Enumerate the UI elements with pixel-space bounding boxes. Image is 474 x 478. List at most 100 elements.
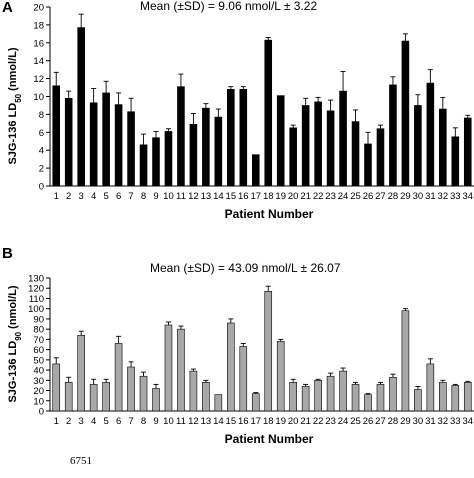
panel-b-x-tick-label: 32 [438, 416, 449, 427]
panel-a-x-tick-label: 20 [288, 191, 299, 202]
panel-b-x-tick-label: 13 [201, 416, 212, 427]
panel-b-y-tick-label: 110 [29, 294, 44, 305]
panel-a-bar [102, 92, 110, 187]
panel-a-bar [289, 127, 297, 187]
panel-a-x-tick-label: 34 [462, 191, 473, 202]
panel-b-mean-label: Mean (±SD) = 43.09 nmol/L ± 26.07 [150, 261, 341, 275]
panel-a-x-tick-label: 14 [213, 191, 224, 202]
panel-b-bar [64, 382, 73, 412]
panel-a-x-tick-label: 24 [338, 191, 349, 202]
panel-a-bar [89, 102, 98, 187]
panel-b-x-tick-label: 1 [54, 416, 59, 427]
panel-b-bar [314, 380, 322, 412]
panel-b-x-tick-label: 23 [325, 416, 336, 427]
panel-b-x-tick-label: 6 [116, 416, 121, 427]
panel-b-x-tick-label: 8 [141, 416, 146, 427]
panel-a-bar [214, 116, 223, 187]
panel-a-bar [139, 144, 148, 187]
panel-a-y-tick-label: 8 [39, 110, 44, 121]
panel-b-bar [276, 341, 285, 412]
panel-a-y-axis-label: SJG-136 LD50 (nmol/L) [7, 47, 23, 164]
panel-a-x-tick-label: 11 [176, 191, 186, 202]
panel-b-bar [214, 394, 223, 412]
panel-a-x-tick-label: 18 [263, 191, 274, 202]
panel-a-x-tick-label: 12 [188, 191, 199, 202]
panel-b-y-tick-label: 70 [33, 335, 44, 346]
panel-a-x-tick-label: 7 [128, 191, 133, 202]
panel-b-y-tick-label: 100 [28, 304, 44, 315]
panel-b-bar [139, 375, 148, 412]
panel-a-bar [276, 95, 285, 187]
panel-a-bar [264, 39, 273, 187]
panel-b-y-tick-label: 120 [28, 284, 44, 295]
panel-a-bar [376, 128, 385, 187]
panel-b-y-tick-label: 130 [28, 274, 44, 285]
panel-b-x-tick-label: 9 [153, 416, 158, 427]
panel-a-x-tick-label: 33 [450, 191, 461, 202]
panel-b-x-tick-label: 26 [363, 416, 374, 427]
panel-a-y-tick-label: 2 [39, 164, 44, 175]
panel-b-bar [401, 310, 410, 412]
panel-a-bar [177, 86, 185, 187]
panel-a-x-tick-label: 3 [79, 191, 84, 202]
panel-b-bar [127, 366, 135, 412]
panel-b-x-tick-label: 5 [103, 416, 108, 427]
panel-b-letter: B [2, 245, 13, 262]
panel-b-x-tick-label: 22 [313, 416, 324, 427]
panel-a-x-tick-label: 28 [388, 191, 399, 202]
panel-b-x-tick-label: 30 [413, 416, 424, 427]
panel-a-y-tick-label: 6 [39, 128, 44, 139]
panel-a-bar [439, 108, 447, 187]
panel-b-x-tick-label: 7 [128, 416, 133, 427]
panel-b-y-tick-label: 30 [33, 376, 44, 387]
panel-a-x-tick-label: 10 [163, 191, 174, 202]
panel-a-x-tick-label: 15 [226, 191, 237, 202]
panel-a-bar [314, 101, 322, 187]
panel-a-bar [164, 131, 173, 187]
panel-b-y-tick-label: 40 [33, 366, 44, 377]
panel-b-bar [326, 375, 335, 412]
panel-b-x-tick-label: 3 [79, 416, 84, 427]
panel-a-bar [351, 121, 360, 187]
panel-b-bar [77, 334, 85, 412]
panel-a-mean-label: Mean (±SD) = 9.06 nmol/L ± 3.22 [140, 0, 317, 13]
panel-a-x-tick-label: 2 [66, 191, 71, 202]
panel-b-bar [189, 370, 198, 412]
panel-a-x-tick-label: 31 [425, 191, 436, 202]
panel-b-bar [426, 363, 435, 412]
panel-b-x-tick-label: 24 [338, 416, 349, 427]
panel-a-y-tick-label: 16 [33, 38, 44, 49]
panel-a-bar [451, 136, 460, 187]
panel-a-x-tick-label: 9 [153, 191, 158, 202]
panel-b-bar [463, 382, 472, 412]
panel-a-bar [339, 90, 347, 187]
panel-b-x-tick-label: 25 [350, 416, 361, 427]
panel-b-x-tick-label: 34 [462, 416, 473, 427]
panel-b-bar [52, 363, 61, 412]
panel-b-bar [251, 393, 260, 412]
panel-a-x-tick-label: 19 [275, 191, 286, 202]
panel-b-x-axis-label: Patient Number [225, 432, 314, 446]
panel-a-x-tick-label: 26 [363, 191, 374, 202]
panel-a-y-tick-label: 0 [39, 182, 44, 193]
panel-b-x-tick-label: 4 [91, 416, 96, 427]
panel-b-x-tick-label: 19 [275, 416, 286, 427]
panel-a-x-tick-label: 30 [413, 191, 424, 202]
panel-b-x-tick-label: 20 [288, 416, 299, 427]
panel-b-bar [376, 384, 385, 412]
panel-b-x-tick-label: 17 [250, 416, 261, 427]
panel-b-bar [451, 385, 460, 412]
panel-a-y-tick-label: 18 [33, 20, 44, 31]
panel-a-bar [77, 27, 85, 187]
panel-a-x-tick-label: 32 [438, 191, 449, 202]
panel-b-bar [89, 384, 98, 412]
panel-a-x-tick-label: 22 [313, 191, 324, 202]
panel-b-bar [389, 376, 397, 412]
panel-a-bar [389, 84, 397, 187]
panel-a-x-tick-label: 29 [400, 191, 411, 202]
panel-a-y-tick-label: 20 [33, 3, 44, 14]
panel-b-bar [351, 384, 360, 412]
panel-a-bar [52, 85, 61, 187]
panel-a-bar [227, 89, 235, 187]
panel-b-y-tick-label: 0 [39, 407, 44, 418]
